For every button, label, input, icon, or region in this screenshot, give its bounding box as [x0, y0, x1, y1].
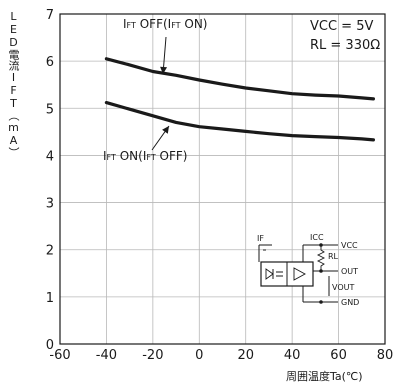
- arrow-head: [160, 66, 168, 74]
- x-tick-label: 20: [237, 348, 254, 363]
- x-tick-label: 80: [377, 348, 393, 363]
- vout-label: VOUT: [332, 283, 354, 292]
- x-tick-label: 40: [284, 348, 301, 363]
- y-tick-label: 4: [46, 149, 54, 164]
- upper-label-text2: ON): [180, 17, 208, 31]
- y-tick-label: 2: [46, 244, 54, 259]
- y-tick-label: 5: [46, 102, 54, 117]
- condition-rl: RL = 330Ω: [310, 38, 381, 53]
- lower-curve-label: IFT ON(IFT OFF): [103, 149, 187, 163]
- lower-label-sub: FT: [106, 153, 116, 162]
- x-tick-label: -20: [142, 348, 163, 363]
- gnd-node: [319, 300, 323, 304]
- series-line-ift-off: [104, 57, 375, 101]
- x-axis-label: 周囲温度Ta(℃): [286, 370, 363, 383]
- gnd-label: GND: [341, 298, 359, 307]
- upper-label-main: I: [123, 17, 127, 31]
- upper-label-text1: OFF(I: [135, 17, 172, 31]
- out-label: OUT: [341, 267, 358, 276]
- x-tick-label: -60: [49, 348, 70, 363]
- y-tick-label: 0: [46, 338, 54, 353]
- led-symbol: [265, 268, 274, 280]
- plot-frame: [59, 13, 386, 345]
- rl-resistor: [316, 245, 326, 271]
- upper-label-sub: FT: [126, 21, 136, 30]
- if-label: IF: [257, 234, 264, 243]
- vcc-label: VCC: [341, 241, 358, 250]
- x-tick-label: 60: [330, 348, 347, 363]
- lower-label-arrow: [151, 125, 170, 151]
- lower-label-sub2: FT: [146, 153, 156, 162]
- buffer-symbol: [293, 267, 306, 281]
- condition-vcc: VCC = 5V: [310, 19, 374, 34]
- lower-label-text1: ON(I: [115, 149, 147, 163]
- upper-label-sub2: FT: [171, 21, 181, 30]
- upper-label-arrow: [160, 36, 168, 75]
- lower-label-main: I: [103, 149, 107, 163]
- arrow-head: [162, 126, 169, 134]
- y-tick-label: 3: [46, 197, 54, 212]
- y-tick-label: 1: [46, 291, 54, 306]
- y-tick-label: 6: [46, 55, 54, 70]
- out-node: [319, 269, 323, 273]
- series-line-ift-on: [104, 100, 375, 142]
- x-tick-label: -40: [96, 348, 117, 363]
- y-axis-label: LED電流IFT（mA）: [7, 10, 20, 158]
- rl-label: RL: [328, 252, 339, 261]
- upper-curve-label: IFT OFF(IFT ON): [123, 17, 207, 31]
- x-tick-label: 0: [195, 348, 203, 363]
- y-tick-label: 7: [46, 8, 54, 23]
- icc-label: ICC: [310, 233, 324, 242]
- lower-label-text2: OFF): [155, 149, 188, 163]
